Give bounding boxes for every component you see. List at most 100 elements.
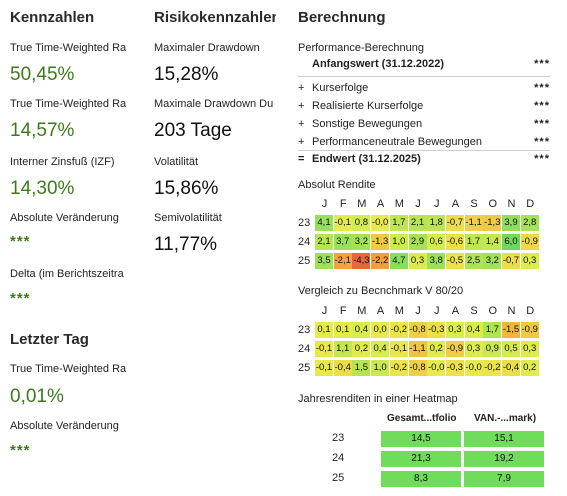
heatmap-cell[interactable]: 0,5 <box>502 341 520 357</box>
heatmap-cell[interactable]: 0,9 <box>483 341 502 357</box>
heatmap-cell[interactable]: -0,1 <box>315 341 333 357</box>
calc-start-value: *** <box>534 58 550 70</box>
heatmap-cell[interactable]: -0,7 <box>445 215 464 231</box>
heatmap-cell[interactable]: -0,7 <box>502 253 520 269</box>
heatmap-cell[interactable]: 0,1 <box>333 322 352 338</box>
kpi-hidden-value[interactable]: *** <box>10 442 31 459</box>
heatmap-cell[interactable]: -0,9 <box>445 341 464 357</box>
heatmap-cell[interactable]: -1,1 <box>408 341 427 357</box>
calc-row[interactable]: + Performanceneutrale Bewegungen *** <box>298 136 550 154</box>
heatmap-cell[interactable]: -0,2 <box>389 360 408 376</box>
heatmap-cell[interactable]: 2,8 <box>520 215 539 231</box>
heatmap-cell[interactable]: -2,2 <box>371 253 390 269</box>
heatmap-cell[interactable]: 1,7 <box>389 215 408 231</box>
heatmap-cell[interactable]: 2,1 <box>408 215 427 231</box>
heatmap-cell[interactable]: 3,8 <box>427 253 446 269</box>
heatmap-cell[interactable]: 0,4 <box>352 322 371 338</box>
heatmap-cell[interactable]: -0,6 <box>445 234 464 250</box>
heatmap-cell[interactable]: -0,4 <box>333 360 352 376</box>
kpi-value[interactable]: 11,77% <box>154 234 218 255</box>
heatmap-cell[interactable]: -0,0 <box>371 215 390 231</box>
kpi-hidden-value[interactable]: *** <box>10 233 31 250</box>
yearly-cell[interactable]: 15,1 <box>464 431 544 447</box>
heatmap-cell[interactable]: 0,3 <box>520 253 539 269</box>
yearly-cell[interactable]: 21,3 <box>381 451 461 467</box>
heatmap-cell[interactable]: 4,1 <box>315 215 333 231</box>
heatmap-cell[interactable]: -0,3 <box>427 322 446 338</box>
heatmap-cell[interactable]: -0,9 <box>520 322 539 338</box>
heatmap-cell[interactable]: -0,8 <box>408 360 427 376</box>
heatmap-cell[interactable]: 0,3 <box>408 253 427 269</box>
heatmap-cell[interactable]: 3,2 <box>352 234 371 250</box>
heatmap-cell[interactable]: 2,1 <box>315 234 333 250</box>
heatmap-cell[interactable]: -0,9 <box>520 234 539 250</box>
heatmap-cell[interactable]: 1,5 <box>352 360 371 376</box>
heatmap-cell[interactable]: 2,5 <box>464 253 483 269</box>
heatmap-cell[interactable]: 1,0 <box>389 234 408 250</box>
heatmap-cell[interactable]: 0,0 <box>371 322 390 338</box>
heatmap-cell[interactable]: -1,5 <box>502 322 520 338</box>
heatmap-cell[interactable]: -0,1 <box>315 360 333 376</box>
heatmap-cell[interactable]: -1,1 <box>464 215 483 231</box>
kpi-value[interactable]: 15,28% <box>154 64 219 85</box>
year-label: 23 <box>298 217 311 229</box>
kpi-value[interactable]: 14,57% <box>10 120 75 141</box>
heatmap-cell[interactable]: -2,1 <box>333 253 352 269</box>
heatmap-cell[interactable]: 4,7 <box>389 253 408 269</box>
heatmap-cell[interactable]: 1,7 <box>464 234 483 250</box>
calc-row[interactable]: + Sonstige Bewegungen *** <box>298 118 550 136</box>
heatmap-cell[interactable]: 0,2 <box>427 341 446 357</box>
heatmap-cell[interactable]: -1,3 <box>483 215 502 231</box>
heatmap-cell[interactable]: -0,4 <box>502 360 520 376</box>
heatmap-cell[interactable]: 0,2 <box>352 341 371 357</box>
heatmap-cell[interactable]: 0,4 <box>371 341 390 357</box>
heatmap-cell[interactable]: 3,2 <box>483 253 502 269</box>
heatmap-cell[interactable]: 1,0 <box>371 360 390 376</box>
kpi-hidden-value[interactable]: *** <box>10 290 31 307</box>
heatmap-cell[interactable]: 0,1 <box>315 322 333 338</box>
heatmap-cell[interactable]: -0,0 <box>427 360 446 376</box>
calc-row[interactable]: + Kurserfolge *** <box>298 82 550 100</box>
heatmap-cell[interactable]: -0,2 <box>389 322 408 338</box>
heatmap-cell[interactable]: 0,3 <box>445 322 464 338</box>
heatmap-cell[interactable]: 0,6 <box>427 234 446 250</box>
yearly-cell[interactable]: 14,5 <box>381 431 461 447</box>
heatmap-cell[interactable]: 0,8 <box>352 215 371 231</box>
yearly-cell[interactable]: 19,2 <box>464 451 544 467</box>
heatmap-cell[interactable]: 6,0 <box>502 234 520 250</box>
calc-row[interactable]: + Realisierte Kurserfolge *** <box>298 100 550 118</box>
yearly-cell[interactable]: 7,9 <box>464 471 544 487</box>
kpi-value[interactable]: 50,45% <box>10 64 75 85</box>
yearly-cell[interactable]: 8,3 <box>381 471 461 487</box>
heatmap-cell[interactable]: 3,5 <box>315 253 333 269</box>
kpi-value[interactable]: 14,30% <box>10 178 75 199</box>
month-header: A <box>451 198 460 210</box>
heatmap-cell[interactable]: -0,3 <box>445 360 464 376</box>
heatmap-cell[interactable]: -1,3 <box>371 234 390 250</box>
calc-start-row[interactable]: Anfangswert (31.12.2022) *** <box>298 58 550 76</box>
heatmap-cell[interactable]: 1,7 <box>483 322 502 338</box>
year-label: 23 <box>298 324 311 336</box>
heatmap-cell[interactable]: -0,5 <box>445 253 464 269</box>
heatmap-cell[interactable]: 3,9 <box>502 215 520 231</box>
heatmap-cell[interactable]: 0,3 <box>520 341 539 357</box>
heatmap-cell[interactable]: -0,1 <box>333 215 352 231</box>
kpi-value[interactable]: 203 Tage <box>154 120 232 141</box>
heatmap-cell[interactable]: -0,2 <box>483 360 502 376</box>
heatmap-cell[interactable]: 1,8 <box>427 215 446 231</box>
heatmap-cell[interactable]: -4,3 <box>352 253 371 269</box>
heatmap-cell[interactable]: -0,1 <box>389 341 408 357</box>
heatmap-cell[interactable]: -0,0 <box>464 360 483 376</box>
heatmap-cell[interactable]: 1,1 <box>333 341 352 357</box>
heatmap-cell[interactable]: 0,2 <box>520 360 539 376</box>
heatmap-cell[interactable]: 2,9 <box>408 234 427 250</box>
kpi-value[interactable]: 0,01% <box>10 386 64 407</box>
kpi-value[interactable]: 15,86% <box>154 178 219 199</box>
heatmap-cell[interactable]: 3,7 <box>333 234 352 250</box>
heatmap-cell[interactable]: 0,4 <box>464 322 483 338</box>
heatmap-cell[interactable]: 1,4 <box>483 234 502 250</box>
month-header: N <box>507 198 516 210</box>
heatmap-cell[interactable]: -0,8 <box>408 322 427 338</box>
heatmap-cell[interactable]: 0,3 <box>464 341 483 357</box>
calc-end-row[interactable]: = Endwert (31.12.2025) *** <box>298 153 550 171</box>
